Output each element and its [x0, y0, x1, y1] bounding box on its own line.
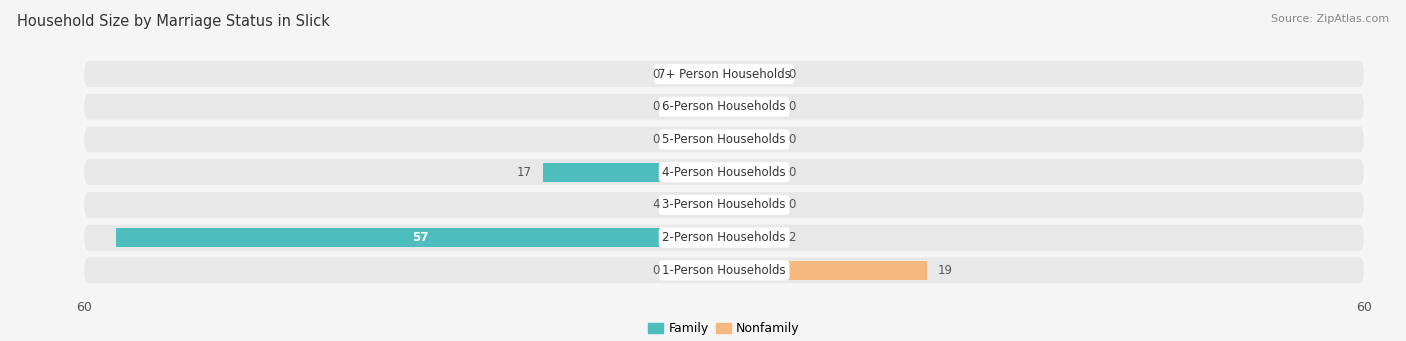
Bar [724, 130, 778, 149]
FancyBboxPatch shape [84, 94, 1364, 120]
Text: 0: 0 [787, 198, 796, 211]
Text: Household Size by Marriage Status in Slick: Household Size by Marriage Status in Sli… [17, 14, 330, 29]
Text: 0: 0 [787, 166, 796, 179]
Text: 6-Person Households: 6-Person Households [662, 100, 786, 113]
Bar [671, 130, 724, 149]
Bar [724, 97, 778, 116]
Bar [724, 228, 778, 247]
Bar [117, 228, 724, 247]
Text: 2-Person Households: 2-Person Households [662, 231, 786, 244]
Text: 1-Person Households: 1-Person Households [662, 264, 786, 277]
Bar [543, 163, 724, 182]
Text: 57: 57 [412, 231, 429, 244]
Bar [724, 195, 778, 214]
FancyBboxPatch shape [84, 192, 1364, 218]
Text: 4: 4 [652, 198, 661, 211]
Text: 5-Person Households: 5-Person Households [662, 133, 786, 146]
Text: 0: 0 [787, 68, 796, 80]
Bar [671, 261, 724, 280]
Text: 3-Person Households: 3-Person Households [662, 198, 786, 211]
FancyBboxPatch shape [84, 257, 1364, 283]
Bar [671, 195, 724, 214]
Text: 0: 0 [787, 133, 796, 146]
Text: 0: 0 [787, 100, 796, 113]
Text: 7+ Person Households: 7+ Person Households [658, 68, 790, 80]
Text: 4-Person Households: 4-Person Households [662, 166, 786, 179]
Bar [724, 261, 927, 280]
FancyBboxPatch shape [84, 61, 1364, 87]
Text: Source: ZipAtlas.com: Source: ZipAtlas.com [1271, 14, 1389, 24]
Bar [724, 163, 778, 182]
Text: 19: 19 [938, 264, 952, 277]
Text: 0: 0 [652, 100, 661, 113]
Text: 2: 2 [787, 231, 796, 244]
Bar [724, 64, 778, 84]
Legend: Family, Nonfamily: Family, Nonfamily [644, 317, 804, 340]
FancyBboxPatch shape [84, 225, 1364, 251]
Text: 0: 0 [652, 68, 661, 80]
Text: 0: 0 [652, 264, 661, 277]
FancyBboxPatch shape [84, 159, 1364, 185]
Bar [671, 64, 724, 84]
FancyBboxPatch shape [84, 127, 1364, 152]
Text: 0: 0 [652, 133, 661, 146]
Text: 17: 17 [517, 166, 533, 179]
Bar [671, 97, 724, 116]
